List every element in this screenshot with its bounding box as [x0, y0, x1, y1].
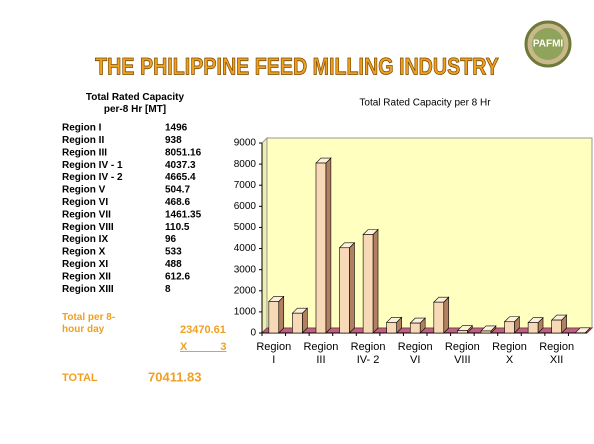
logo-text: PAFMI [533, 39, 564, 50]
bar [409, 322, 421, 334]
y-tick-label: 0 [250, 328, 256, 339]
row-label: Region IX [62, 234, 108, 245]
row-label: Region IV - 2 [62, 172, 123, 183]
y-tick-label: 5000 [234, 222, 257, 233]
row-label: Region XII [62, 271, 111, 282]
plot-wall [261, 136, 268, 335]
row-value: 504.7 [165, 185, 190, 196]
row-value: 4037.3 [165, 160, 196, 171]
bar [315, 162, 327, 334]
bar [457, 330, 468, 334]
x-tick-label: Region VIII [444, 341, 480, 366]
y-tick-label: 6000 [234, 201, 257, 212]
y-tick-label: 2000 [234, 285, 257, 296]
bar [362, 234, 374, 334]
total: 70411.83 [148, 369, 202, 384]
subtotal-label: Total per 8-hour day [62, 312, 116, 335]
row-value: 1461.35 [165, 209, 202, 220]
bar [386, 322, 397, 334]
slide-title: THE PHILIPPINE FEED MILLING INDUSTRY [95, 52, 499, 79]
bar-side [325, 157, 332, 334]
row-label: Region VIII [62, 222, 114, 233]
y-tick-label: 4000 [234, 243, 257, 254]
bar [268, 301, 280, 334]
bar-side [278, 295, 285, 334]
row-value: 488 [165, 259, 182, 270]
y-tick-label: 8000 [234, 159, 257, 170]
row-value: 1496 [165, 123, 188, 134]
y-tick-label: 7000 [234, 180, 257, 191]
x-tick-label: Region III [303, 341, 339, 366]
bar [504, 321, 515, 334]
bar [480, 330, 492, 334]
row-label: Region XIII [62, 284, 114, 295]
row-label: Region VI [62, 197, 108, 208]
x-tick-label: Region XII [539, 341, 575, 366]
table-header: Total Rated Capacity per-8 Hr [MT] [85, 92, 185, 115]
row-label: Region V [62, 185, 106, 196]
row-value: 533 [165, 247, 182, 258]
row-value: 612.6 [165, 271, 190, 282]
bar [551, 319, 562, 334]
row-value: 468.6 [165, 197, 190, 208]
bar-side [372, 228, 379, 334]
row-label: Region I [62, 123, 102, 134]
row-value: 8 [165, 284, 171, 295]
x-tick-label: Region IV- 2 [350, 341, 386, 366]
x-tick-label: Region I [256, 341, 292, 366]
y-tick-label: 9000 [234, 138, 257, 149]
row-value: 938 [165, 135, 182, 146]
row-label: Region VII [62, 209, 111, 220]
y-tick-label: 3000 [234, 264, 257, 275]
subtotal: 23470.61 [180, 324, 226, 336]
row-value: 96 [165, 234, 177, 245]
bar [339, 247, 350, 334]
y-tick-label: 1000 [234, 307, 257, 318]
bar-side [349, 242, 355, 334]
row-label: Region II [62, 135, 104, 146]
row-label: Region XI [62, 259, 108, 270]
bar [433, 301, 445, 334]
bar-side [443, 296, 450, 334]
row-label: Region IV - 1 [62, 160, 123, 171]
row-label: Region X [62, 247, 106, 258]
multiplier: X 3 [180, 341, 227, 353]
bar [292, 312, 303, 334]
row-value: 4665.4 [165, 172, 196, 183]
row-value: 8051.16 [165, 147, 202, 158]
x-tick-label: Region X [492, 341, 527, 366]
logo: PAFMI [524, 20, 572, 68]
chart-title: Total Rated Capacity per 8 Hr [359, 98, 491, 109]
total-label: TOTAL [62, 372, 98, 384]
bar [527, 322, 539, 334]
x-tick-label: Region VI [397, 341, 433, 366]
row-value: 110.5 [165, 222, 190, 233]
row-label: Region III [62, 147, 107, 158]
